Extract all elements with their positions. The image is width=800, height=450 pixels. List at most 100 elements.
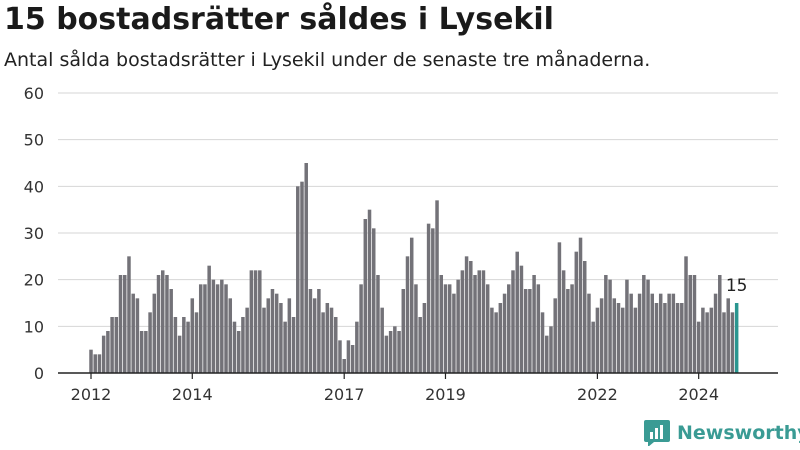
x-tick-label: 2019 <box>425 385 466 404</box>
bar <box>300 181 304 373</box>
bar <box>540 312 545 373</box>
newsworthy-brand[interactable]: Newsworthy <box>644 419 800 447</box>
bar <box>274 293 279 373</box>
bar <box>215 284 220 373</box>
bar <box>566 289 570 373</box>
bar <box>97 354 102 373</box>
bar <box>203 284 207 373</box>
bar <box>650 293 655 373</box>
bar <box>507 284 511 373</box>
bar <box>671 293 676 373</box>
bar <box>447 284 452 373</box>
bar <box>625 279 629 373</box>
bar <box>249 270 254 373</box>
bar <box>194 312 199 373</box>
bar <box>692 275 697 373</box>
bar <box>329 307 334 373</box>
bar <box>511 270 515 373</box>
bar <box>152 293 157 373</box>
bar <box>405 256 410 373</box>
bar <box>620 307 625 373</box>
bar <box>135 298 140 373</box>
bar <box>198 284 203 373</box>
bar <box>431 228 435 373</box>
bar <box>211 279 216 373</box>
bar <box>422 303 427 373</box>
bar <box>296 186 300 373</box>
bar <box>709 307 714 373</box>
bar <box>532 275 536 373</box>
bar <box>144 331 148 373</box>
bar <box>663 303 667 373</box>
bar <box>477 270 481 373</box>
y-tick-label: 30 <box>24 224 44 243</box>
bar <box>101 335 106 373</box>
bar <box>232 321 237 373</box>
bar <box>182 317 186 373</box>
bar <box>549 326 553 373</box>
bar <box>190 298 195 373</box>
bar <box>574 251 579 373</box>
bar <box>283 321 287 373</box>
bar <box>473 275 477 373</box>
bar <box>312 298 317 373</box>
bar <box>616 303 621 373</box>
bar <box>730 312 735 373</box>
bar <box>245 307 249 373</box>
bar <box>397 331 401 373</box>
bar <box>658 293 663 373</box>
x-tick-label: 2017 <box>324 385 365 404</box>
bar <box>469 261 473 373</box>
bar <box>696 321 701 373</box>
y-tick-label: 10 <box>24 317 44 336</box>
bar <box>637 293 642 373</box>
bar <box>131 293 135 373</box>
bar <box>498 303 503 373</box>
bar <box>207 265 211 373</box>
bar <box>452 293 456 373</box>
bar <box>156 275 161 373</box>
bar-highlight <box>734 303 739 373</box>
bar <box>270 289 275 373</box>
bar <box>287 298 292 373</box>
bar <box>608 279 612 373</box>
x-tick-label: 2012 <box>71 385 112 404</box>
bar-value-label: 15 <box>726 276 748 296</box>
bar <box>561 270 566 373</box>
bar <box>456 279 460 373</box>
bar <box>401 289 406 373</box>
bar <box>688 275 692 373</box>
bar <box>494 312 498 373</box>
bar-chart-logo-icon <box>644 420 670 446</box>
y-tick-label: 50 <box>24 131 44 150</box>
bar <box>667 293 671 373</box>
y-tick-label: 20 <box>24 271 44 290</box>
bar <box>169 289 173 373</box>
x-tick-label: 2022 <box>577 385 618 404</box>
bar <box>279 303 283 373</box>
bar <box>371 228 376 373</box>
bar <box>684 256 688 373</box>
y-tick-label: 0 <box>34 364 44 383</box>
bar <box>578 237 583 373</box>
bar <box>726 298 730 373</box>
x-tick-label: 2024 <box>678 385 719 404</box>
chart-subtitle: Antal sålda bostadsrätter i Lysekil unde… <box>4 49 651 71</box>
bar <box>722 312 726 373</box>
bar <box>523 289 528 373</box>
bar <box>93 354 97 373</box>
bar <box>519 265 524 373</box>
bar <box>528 289 532 373</box>
bar <box>308 289 313 373</box>
brand-name: Newsworthy <box>677 422 800 444</box>
bar <box>127 256 131 373</box>
bar <box>367 209 372 373</box>
bar <box>139 331 144 373</box>
bar <box>591 321 595 373</box>
bar <box>414 284 418 373</box>
bar <box>258 270 262 373</box>
bar <box>675 303 680 373</box>
bar <box>515 251 519 373</box>
bar <box>388 331 393 373</box>
bar <box>334 317 338 373</box>
